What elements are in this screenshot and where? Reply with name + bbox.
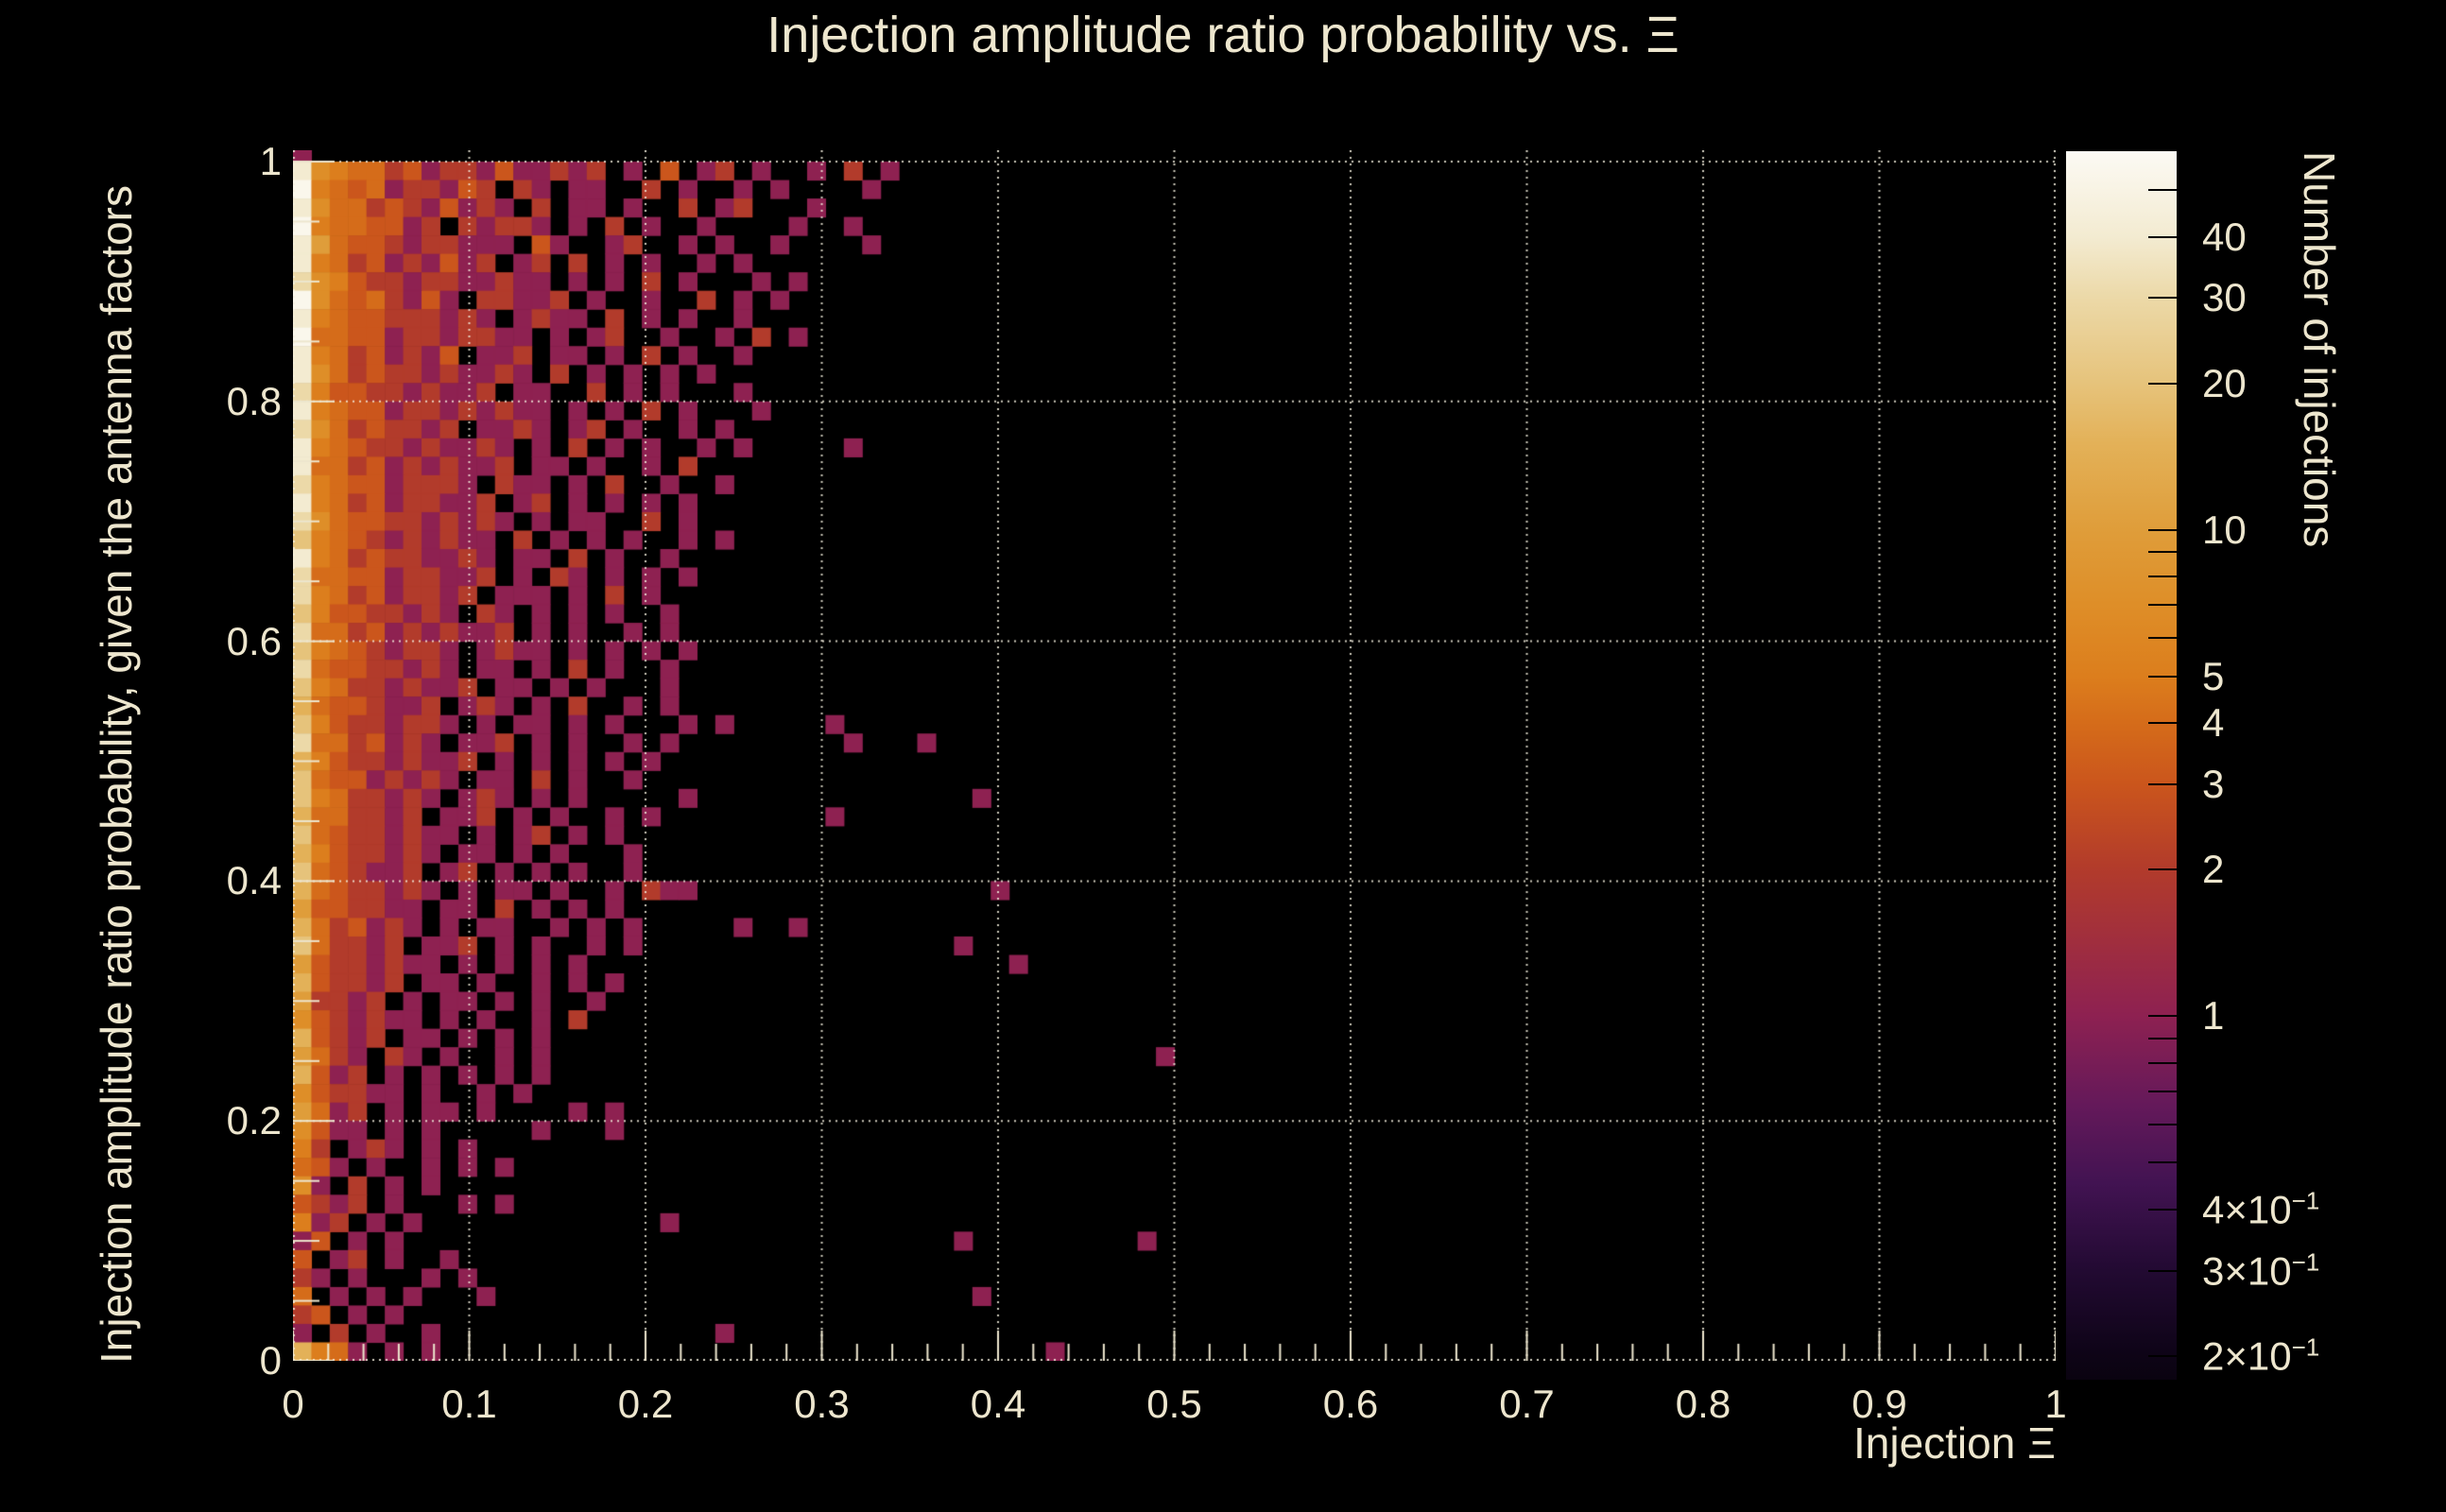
colorbar-tick xyxy=(2148,1123,2177,1125)
x-tick-label-0.1: 0.1 xyxy=(441,1382,497,1426)
colorbar-tick xyxy=(2148,1091,2177,1093)
colorbar-tick-label-5: 5 xyxy=(2202,653,2225,698)
colorbar-tick-label-2: 2 xyxy=(2202,847,2225,892)
x-axis-title: Injection Ξ xyxy=(1852,1418,2056,1468)
colorbar-tick xyxy=(2148,1015,2177,1018)
colorbar-tick-label-310: 3×10−1 xyxy=(2202,1247,2320,1294)
colorbar-tick-label-410: 4×10−1 xyxy=(2202,1186,2320,1232)
colorbar-tick xyxy=(2148,551,2177,554)
colorbar-tick-label-30: 30 xyxy=(2202,274,2247,319)
colorbar-tick xyxy=(2148,296,2177,299)
x-tick-label-0.8: 0.8 xyxy=(1675,1382,1731,1426)
y-tick-label-0.2: 0.2 xyxy=(226,1098,282,1143)
x-tick-label-0.4: 0.4 xyxy=(970,1382,1026,1426)
y-tick-label-0.8: 0.8 xyxy=(226,378,282,423)
y-tick-label-1: 1 xyxy=(259,139,282,183)
colorbar-tick xyxy=(2148,782,2177,785)
heatmap-plot-canvas xyxy=(293,150,2056,1361)
colorbar-tick xyxy=(2148,188,2177,191)
colorbar-tick-label-20: 20 xyxy=(2202,360,2247,405)
colorbar-tick xyxy=(2148,1209,2177,1211)
colorbar-tick xyxy=(2148,1037,2177,1040)
colorbar-title: Number of injections xyxy=(2295,151,2344,548)
colorbar-tick xyxy=(2148,636,2177,639)
colorbar-tick xyxy=(2148,1161,2177,1164)
colorbar-tick xyxy=(2148,576,2177,578)
colorbar-tick xyxy=(2148,1269,2177,1272)
colorbar-tick xyxy=(2148,528,2177,531)
x-tick-label-0.9: 0.9 xyxy=(1852,1382,1907,1426)
colorbar-tick xyxy=(2148,1062,2177,1065)
colorbar-tick xyxy=(2148,675,2177,678)
x-tick-label-0.2: 0.2 xyxy=(617,1382,674,1426)
x-tick-label-0: 0 xyxy=(282,1382,304,1426)
x-tick-label-1: 1 xyxy=(2044,1382,2067,1426)
y-tick-label-0: 0 xyxy=(259,1338,282,1383)
colorbar-tick-label-40: 40 xyxy=(2202,214,2247,259)
colorbar-tick xyxy=(2148,868,2177,871)
colorbar xyxy=(2066,151,2177,1380)
x-tick-label-0.7: 0.7 xyxy=(1499,1382,1555,1426)
y-axis-title-box: Injection amplitude ratio probability, g… xyxy=(83,66,149,1484)
colorbar-tick-label-3: 3 xyxy=(2202,761,2225,806)
colorbar-tick xyxy=(2148,604,2177,607)
y-axis-title: Injection amplitude ratio probability, g… xyxy=(92,185,141,1365)
colorbar-tick xyxy=(2148,1355,2177,1358)
y-tick-label-0.6: 0.6 xyxy=(226,618,282,663)
y-tick-label-0.4: 0.4 xyxy=(226,858,282,903)
x-tick-label-0.6: 0.6 xyxy=(1322,1382,1379,1426)
colorbar-title-box: Number of injections xyxy=(2291,151,2348,1380)
colorbar-tick-label-10: 10 xyxy=(2202,507,2247,552)
colorbar-tick xyxy=(2148,235,2177,238)
colorbar-tick-label-4: 4 xyxy=(2202,700,2225,746)
colorbar-tick-label-210: 2×10−1 xyxy=(2202,1332,2320,1379)
x-tick-label-0.3: 0.3 xyxy=(794,1382,850,1426)
colorbar-tick xyxy=(2148,722,2177,725)
chart-title: Injection amplitude ratio probability vs… xyxy=(767,7,1679,63)
colorbar-tick-label-1: 1 xyxy=(2202,993,2225,1039)
colorbar-tick xyxy=(2148,382,2177,385)
x-tick-label-0.5: 0.5 xyxy=(1146,1382,1202,1426)
